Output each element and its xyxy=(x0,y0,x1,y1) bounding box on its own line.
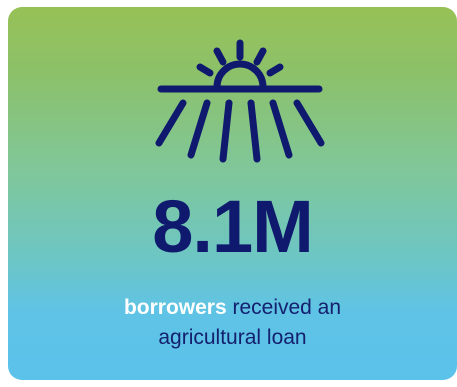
caption-line-1: borrowers received an xyxy=(8,293,457,323)
stat-caption: borrowers received an agricultural loan xyxy=(8,293,457,353)
sunrise-over-field-icon xyxy=(145,37,335,167)
caption-highlight: borrowers xyxy=(123,296,227,319)
stat-value: 8.1M xyxy=(152,185,314,268)
caption-line-1-rest: received an xyxy=(226,296,342,319)
caption-line-2: agricultural loan xyxy=(158,326,307,349)
stat-card: 8.1M borrowers received an agricultural … xyxy=(8,7,457,380)
